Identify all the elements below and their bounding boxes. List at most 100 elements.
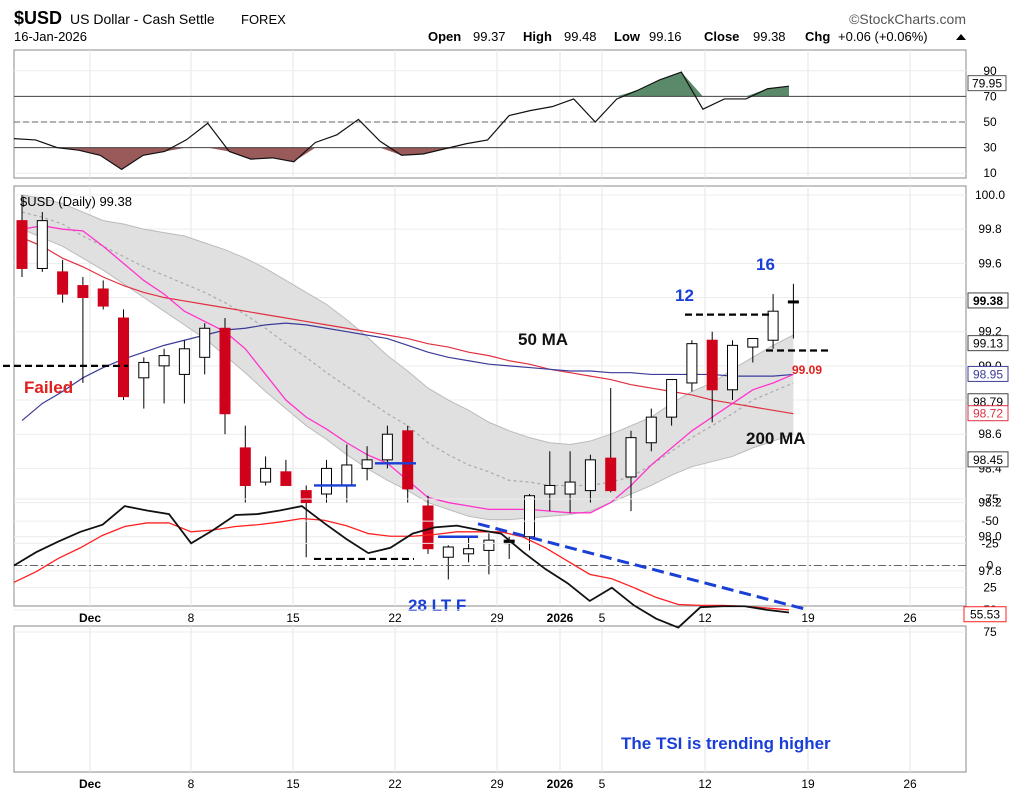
rsi-tick: 70 xyxy=(983,89,997,103)
candle-body xyxy=(767,310,779,341)
rsi-tick: 90 xyxy=(983,64,997,78)
candle-body xyxy=(442,546,454,558)
tsi-tick: 75 xyxy=(983,625,997,639)
candle-body xyxy=(280,471,292,486)
price-x-tick: 29 xyxy=(490,611,504,625)
annotation-28-lt-f: 28 LT F xyxy=(408,596,466,615)
price-x-tick: 15 xyxy=(286,611,300,625)
rsi-last-value-box xyxy=(967,75,1007,92)
price-legend: $USD (Daily) 99.38 xyxy=(20,194,132,209)
tsi-trendline xyxy=(477,522,809,612)
ohlc-low-value: 99.16 xyxy=(649,29,682,44)
rsi-line xyxy=(13,71,790,171)
ohlc-open-label: Open xyxy=(428,29,461,44)
tsi-last-value-box xyxy=(963,606,1007,623)
price-x-tick: Dec xyxy=(79,611,101,625)
price-right-label-box xyxy=(967,365,1009,382)
tsi-last-value: 55.53 xyxy=(970,608,1000,622)
price-x-tick: 2026 xyxy=(547,611,574,625)
candle-body xyxy=(706,339,718,391)
tsi-signal-line xyxy=(13,517,790,611)
envelope-mid-line xyxy=(21,211,794,487)
tsi-tick: 25 xyxy=(983,581,997,595)
ohlc-chg-value: +0.06 (+0.06%) xyxy=(838,29,928,44)
tsi-panel: The TSI is trending higher xyxy=(13,498,966,772)
tsi-x-tick: 12 xyxy=(698,777,712,791)
candle-body xyxy=(321,467,332,495)
price-x-tick: 22 xyxy=(388,611,402,625)
price-x-tick: 5 xyxy=(599,611,606,625)
price-tick: 100.0 xyxy=(975,188,1005,202)
candle-body xyxy=(402,430,414,490)
tsi-x-tick: 2026 xyxy=(547,777,574,791)
ohlc-open-value: 99.37 xyxy=(473,29,506,44)
ma50-line xyxy=(21,322,794,422)
ohlc-close-value: 99.38 xyxy=(753,29,786,44)
candle-body xyxy=(625,437,637,478)
candle-body xyxy=(16,220,28,269)
price-x-tick: 12 xyxy=(698,611,712,625)
tsi-x-tick: Dec xyxy=(79,777,101,791)
ohlc-close-label: Close xyxy=(704,29,739,44)
price-right-label: 99.13 xyxy=(973,337,1003,351)
ohlc-low-label: Low xyxy=(614,29,641,44)
price-x-tick: 19 xyxy=(801,611,815,625)
price-envelope-band xyxy=(22,195,794,520)
up-arrow-icon xyxy=(956,34,966,40)
tsi-x-tick: 5 xyxy=(599,777,606,791)
price-x-tick: 8 xyxy=(188,611,195,625)
candle-body xyxy=(605,457,617,492)
rsi-panel xyxy=(13,50,966,178)
rsi-last-value: 79.95 xyxy=(972,77,1002,91)
symbol-name: US Dollar - Cash Settle xyxy=(70,11,215,27)
candle-body xyxy=(584,459,596,492)
rsi-tick: 10 xyxy=(983,166,997,180)
rsi-oversold-fill xyxy=(14,147,789,170)
tsi-annotation: The TSI is trending higher xyxy=(621,734,831,753)
price-right-label-box xyxy=(967,451,1009,468)
candle-body xyxy=(524,495,535,538)
candle-body xyxy=(138,361,150,379)
rsi-tick: 30 xyxy=(983,141,997,155)
candle-body xyxy=(239,447,251,486)
annotation-16: 16 xyxy=(756,255,775,274)
candle-body xyxy=(77,285,89,299)
tsi-x-tick: 19 xyxy=(801,777,815,791)
price-right-label: 99.38 xyxy=(973,294,1003,308)
tsi-line xyxy=(13,505,790,629)
envelope-upper-line xyxy=(21,194,794,445)
candle-body xyxy=(686,343,698,384)
candle-body xyxy=(300,490,312,504)
candle-body xyxy=(199,327,211,358)
rsi-panel-frame xyxy=(13,49,967,179)
tsi-x-tick: 15 xyxy=(286,777,300,791)
candle-body xyxy=(178,348,190,375)
price-tick: 98.2 xyxy=(978,496,1002,510)
annotation-failed: Failed xyxy=(24,378,73,397)
price-right-label: 98.45 xyxy=(973,453,1003,467)
ohlc-high-value: 99.48 xyxy=(564,29,597,44)
candle-body xyxy=(36,220,48,269)
price-x-tick: 26 xyxy=(903,611,917,625)
candle-body xyxy=(787,300,799,304)
price-tick: 98.0 xyxy=(978,530,1002,544)
candle-body xyxy=(463,548,475,555)
annotation-200ma: 200 MA xyxy=(746,429,806,448)
tsi-panel-frame xyxy=(13,625,967,773)
rsi-tick: 50 xyxy=(983,115,997,129)
price-right-label-box xyxy=(967,292,1009,309)
candle-body xyxy=(747,338,759,348)
candle-body xyxy=(57,271,69,295)
ohlc-high-label: High xyxy=(523,29,552,44)
candle-body xyxy=(219,327,231,415)
copyright-label: ©StockCharts.com xyxy=(849,11,966,27)
candle-body xyxy=(381,433,393,461)
header-date: 16-Jan-2026 xyxy=(14,29,87,44)
tsi-x-tick: 8 xyxy=(188,777,195,791)
price-right-label-box xyxy=(967,335,1009,352)
candle-body xyxy=(158,355,170,367)
tsi-tick: 0 xyxy=(987,559,994,573)
annotation-50ma: 50 MA xyxy=(518,330,568,349)
